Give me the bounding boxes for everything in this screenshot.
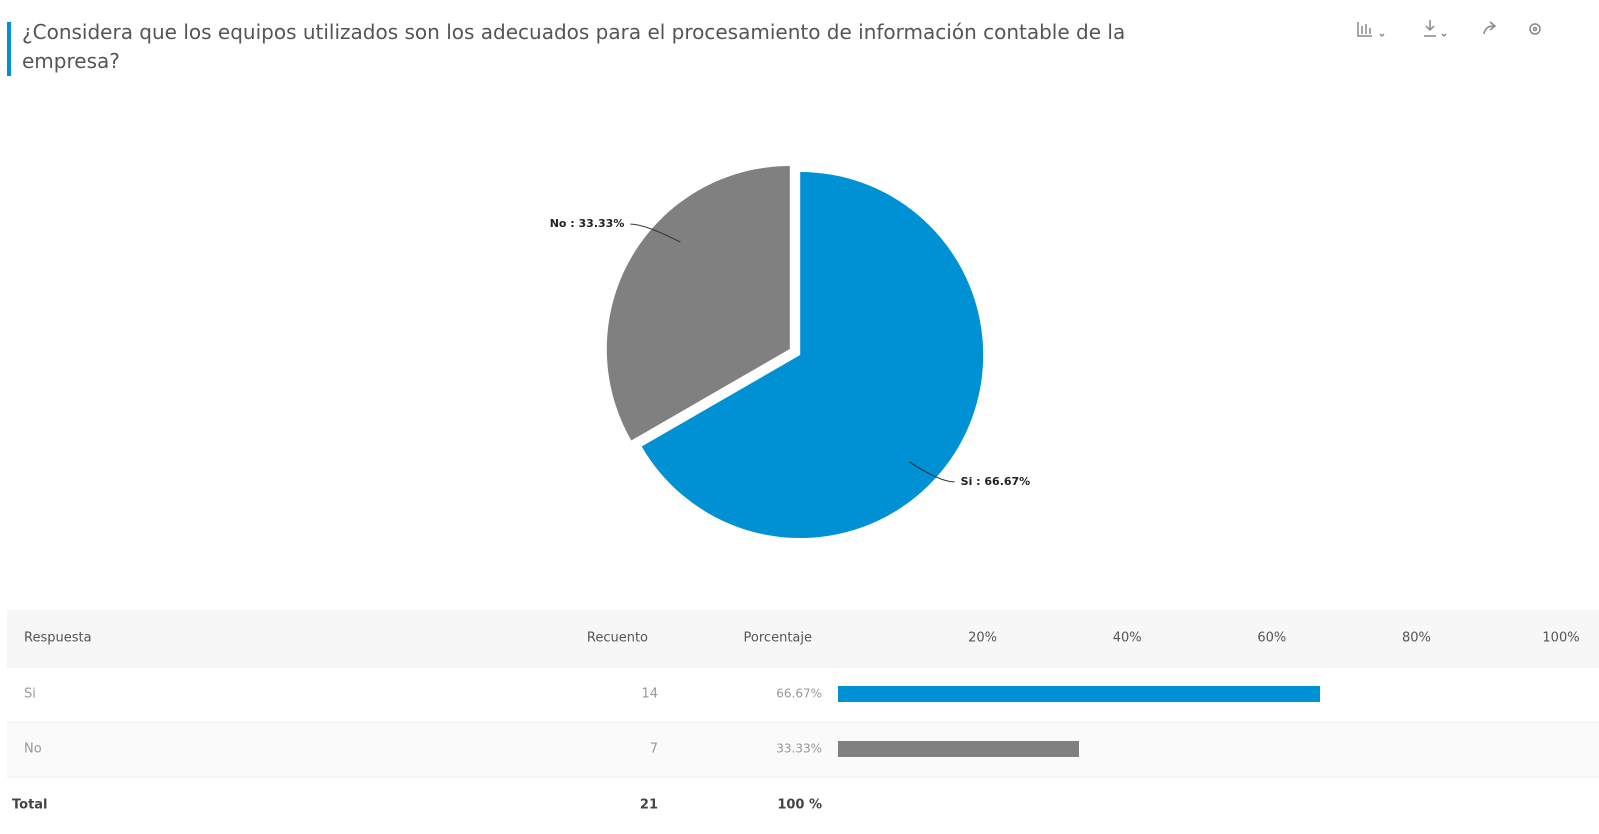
x-tick-label: 80% [1402,631,1431,646]
x-tick-label: 20% [968,631,997,646]
leader-line [909,461,955,483]
leader-line [630,223,681,243]
x-tick-label: 60% [1257,631,1286,646]
toolbar [1357,20,1541,38]
answer-label: Si [24,687,36,702]
count: 7 [650,742,658,757]
chart-type-button[interactable] [1357,22,1385,38]
pie-slice [641,172,984,539]
title-box: ¿Considera que los equipos utilizados so… [22,20,1126,73]
answer-label: No [24,742,42,757]
bar [838,741,1079,757]
percent-label: 66.67% [776,687,822,701]
bar [838,686,1321,702]
table-row [7,722,1599,777]
total-count: 21 [640,798,658,813]
count: 14 [641,687,658,702]
x-tick-label: 100% [1542,631,1579,646]
column-header: Respuesta [24,631,92,646]
settings-button[interactable] [1529,23,1541,35]
total-label: Total [12,798,48,813]
title: ¿Considera que los equipos utilizados so… [22,20,1126,73]
slice-label: No : 33.33% [550,217,625,230]
percent-label: 33.33% [776,742,822,756]
column-header: Recuento [587,631,648,646]
title-accent [7,22,11,76]
download-button[interactable] [1424,20,1447,38]
slice-label: Si : 66.67% [961,475,1031,488]
total-percent: 100 % [777,798,822,813]
column-header: Porcentaje [744,631,812,646]
share-button[interactable] [1483,21,1497,35]
table-header-row [7,610,1599,667]
x-tick-label: 40% [1113,631,1142,646]
pie-slice [606,165,790,441]
